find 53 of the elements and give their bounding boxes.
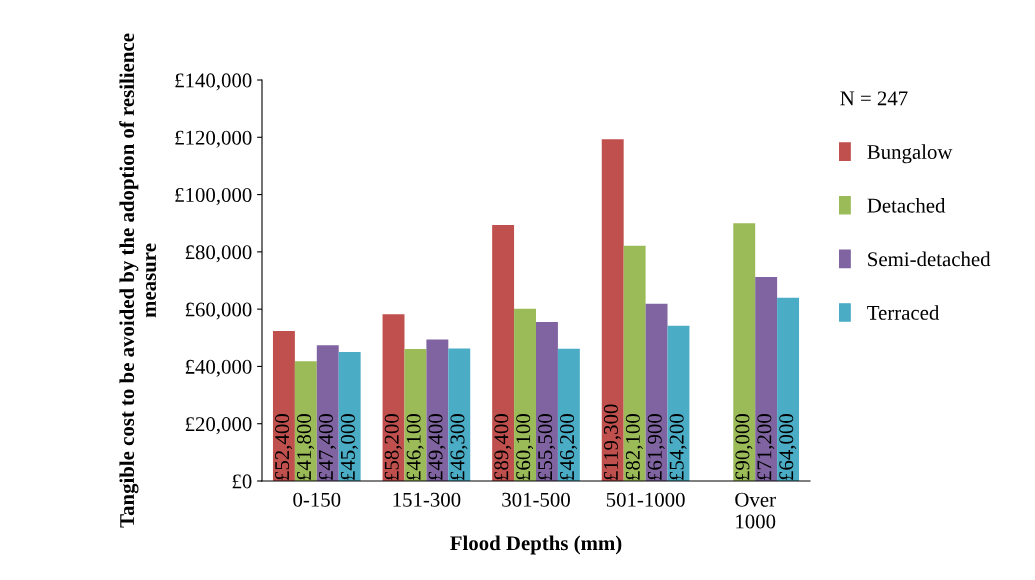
y-tick-label: £120,000: [175, 130, 252, 148]
bar: [316, 345, 339, 481]
x-tick-label: 301-500: [502, 492, 570, 507]
bar: [404, 348, 427, 481]
data-label: £119,300: [603, 404, 621, 480]
y-tick-label: £80,000: [185, 245, 252, 263]
bar: [492, 224, 515, 481]
bar: [426, 339, 449, 481]
bar: [645, 303, 668, 481]
bar: [777, 297, 800, 481]
y-tick-label: £0: [232, 474, 252, 489]
data-label: £52,400: [275, 414, 293, 480]
bar: [272, 330, 295, 481]
bar: [514, 308, 536, 481]
y-tick-label: £20,000: [185, 417, 252, 435]
data-label: £41,800: [297, 414, 315, 480]
data-label: £46,200: [560, 414, 578, 480]
x-tick-label: 501-1000: [606, 492, 685, 507]
bar: [623, 245, 646, 481]
data-label: £60,100: [516, 414, 534, 480]
data-label: £71,200: [757, 414, 775, 480]
data-label: £82,100: [625, 414, 643, 480]
legend-title: N = 247: [840, 91, 908, 106]
y-tick-label: £40,000: [185, 359, 252, 377]
x-axis-title: Flood Depths (mm): [450, 535, 622, 555]
legend-label: Terraced: [867, 305, 940, 320]
data-label: £46,100: [406, 414, 424, 480]
legend-label: Detached: [867, 198, 946, 213]
x-tick-label: 151-300: [393, 492, 461, 507]
legend-label: Semi-detached: [868, 251, 991, 267]
data-label: £90,000: [735, 414, 753, 480]
bar: [601, 139, 624, 481]
legend-label: Bungalow: [867, 144, 953, 164]
x-tick-label: Over 1000: [735, 492, 776, 529]
bar: [448, 348, 471, 481]
y-tick-label: £60,000: [185, 302, 252, 320]
x-tick-label: 0-150: [293, 492, 341, 507]
data-label: £54,200: [669, 414, 687, 480]
bar: [733, 223, 756, 481]
data-label: £61,900: [647, 414, 665, 480]
y-tick-label: £140,000: [175, 73, 252, 91]
data-label: £46,300: [450, 414, 468, 480]
y-axis-title: Tangible cost to be avoided by the adoption of resilience measure: [119, 33, 157, 528]
data-label: £47,400: [318, 414, 336, 480]
data-label: £45,000: [340, 414, 358, 480]
bar: [536, 322, 558, 481]
y-tick-label: £100,000: [175, 187, 252, 205]
data-label: £89,400: [494, 414, 512, 480]
bar: [755, 277, 778, 481]
data-label: £64,000: [779, 414, 797, 480]
data-label: £49,400: [428, 414, 446, 480]
data-label: £55,500: [538, 414, 556, 480]
data-label: £58,200: [384, 414, 402, 480]
